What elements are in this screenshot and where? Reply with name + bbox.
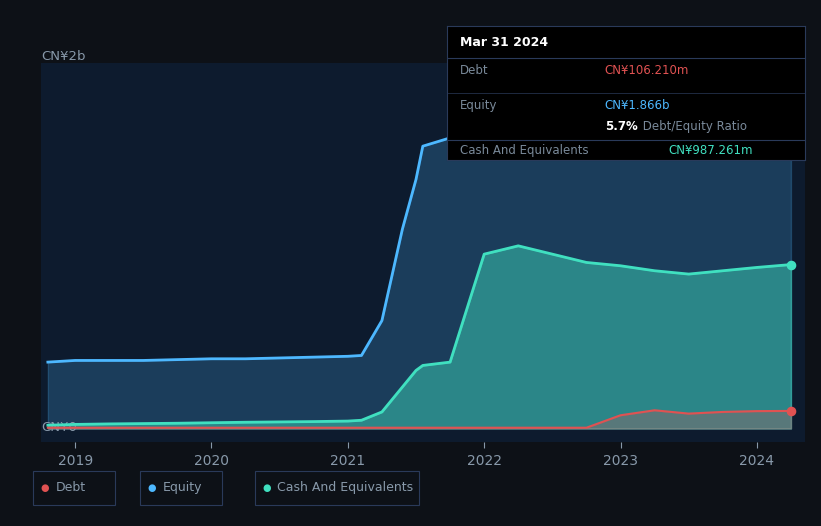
Point	[784, 407, 797, 415]
Text: ●: ●	[41, 482, 49, 493]
Text: Mar 31 2024: Mar 31 2024	[460, 36, 548, 49]
Text: Equity: Equity	[460, 99, 498, 112]
Text: CN¥1.866b: CN¥1.866b	[604, 99, 670, 112]
Text: CN¥0: CN¥0	[41, 421, 77, 434]
Text: Debt/Equity Ratio: Debt/Equity Ratio	[639, 120, 746, 133]
Text: ●: ●	[263, 482, 271, 493]
Text: ●: ●	[148, 482, 156, 493]
Text: 5.7%: 5.7%	[604, 120, 637, 133]
Point	[784, 260, 797, 269]
Text: CN¥987.261m: CN¥987.261m	[669, 144, 754, 157]
Text: Equity: Equity	[163, 481, 202, 494]
Text: Cash And Equivalents: Cash And Equivalents	[460, 144, 589, 157]
Point	[784, 114, 797, 123]
Text: CN¥2b: CN¥2b	[41, 50, 85, 63]
Text: Debt: Debt	[56, 481, 86, 494]
Text: Cash And Equivalents: Cash And Equivalents	[277, 481, 414, 494]
Text: Debt: Debt	[460, 64, 488, 77]
Text: CN¥106.210m: CN¥106.210m	[604, 64, 689, 77]
